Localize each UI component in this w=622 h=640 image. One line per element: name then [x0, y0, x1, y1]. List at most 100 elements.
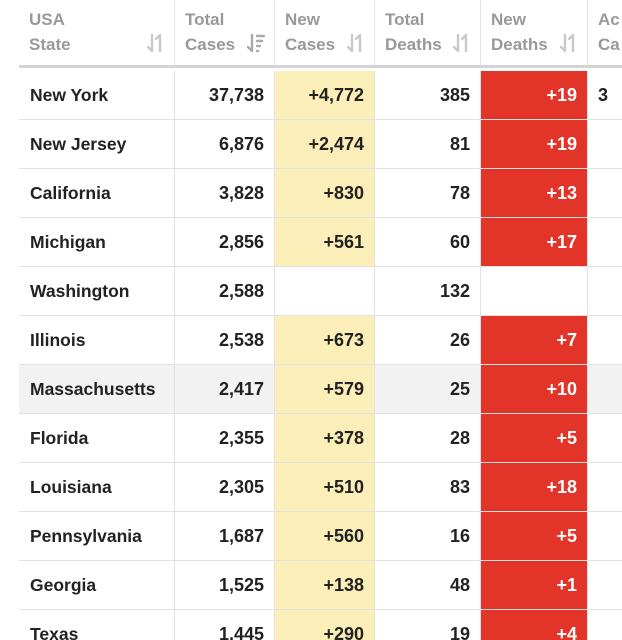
total-cases-cell: 1,687 [175, 512, 275, 560]
active-cases-cell [588, 120, 622, 168]
table-row: New York 37,738 +4,772 385 +19 3 [19, 71, 622, 120]
new-deaths-cell: +5 [481, 512, 588, 560]
total-cases-cell: 2,856 [175, 218, 275, 266]
total-deaths-cell: 81 [375, 120, 481, 168]
header-total-deaths[interactable]: Total Deaths [375, 0, 481, 65]
state-name[interactable]: Massachusetts [19, 365, 175, 413]
state-name[interactable]: Georgia [19, 561, 175, 609]
table-row: Texas 1,445 +290 19 +4 [19, 610, 622, 640]
total-deaths-cell: 28 [375, 414, 481, 462]
new-cases-cell: +378 [275, 414, 375, 462]
header-label-line1: Ac [598, 10, 620, 29]
header-label-line2: Cases [285, 35, 336, 54]
new-cases-cell: +4,772 [275, 71, 375, 119]
table-row: Michigan 2,856 +561 60 +17 [19, 218, 622, 267]
active-cases-cell [588, 610, 622, 640]
header-label-line2: Cases [185, 35, 236, 54]
table-row: Louisiana 2,305 +510 83 +18 [19, 463, 622, 512]
header-label-line2: Deaths [491, 35, 548, 54]
total-cases-cell: 2,588 [175, 267, 275, 315]
total-deaths-cell: 132 [375, 267, 481, 315]
active-cases-cell [588, 267, 622, 315]
new-cases-cell [275, 267, 375, 315]
state-name[interactable]: Illinois [19, 316, 175, 364]
state-name[interactable]: New York [19, 71, 175, 119]
state-name[interactable]: Texas [19, 610, 175, 640]
header-label-line1: Total [385, 10, 425, 29]
state-name[interactable]: Washington [19, 267, 175, 315]
total-deaths-cell: 19 [375, 610, 481, 640]
table-row: New Jersey 6,876 +2,474 81 +19 [19, 120, 622, 169]
state-name[interactable]: Florida [19, 414, 175, 462]
header-usa-state[interactable]: USA State [19, 0, 175, 65]
table-header: USA State Total Cases New Cases Total De… [19, 0, 622, 68]
new-deaths-cell: +17 [481, 218, 588, 266]
new-deaths-cell: +5 [481, 414, 588, 462]
table-row: Washington 2,588 132 [19, 267, 622, 316]
sort-icon[interactable] [347, 33, 365, 53]
total-cases-cell: 2,417 [175, 365, 275, 413]
active-cases-cell [588, 463, 622, 511]
header-label-line1: New [285, 10, 320, 29]
state-name[interactable]: Michigan [19, 218, 175, 266]
new-deaths-cell: +7 [481, 316, 588, 364]
table-row: Florida 2,355 +378 28 +5 [19, 414, 622, 463]
total-deaths-cell: 83 [375, 463, 481, 511]
active-cases-cell [588, 316, 622, 364]
new-cases-cell: +579 [275, 365, 375, 413]
active-cases-cell [588, 218, 622, 266]
new-cases-cell: +290 [275, 610, 375, 640]
table-row: Illinois 2,538 +673 26 +7 [19, 316, 622, 365]
header-label-line2: State [29, 35, 71, 54]
table-row: California 3,828 +830 78 +13 [19, 169, 622, 218]
header-label-line1: Total [185, 10, 225, 29]
active-cases-cell: 3 [598, 85, 609, 105]
state-name[interactable]: Pennsylvania [19, 512, 175, 560]
new-deaths-cell: +4 [481, 610, 588, 640]
sort-icon[interactable] [453, 33, 471, 53]
table-row: Pennsylvania 1,687 +560 16 +5 [19, 512, 622, 561]
new-cases-cell: +673 [275, 316, 375, 364]
new-cases-cell: +561 [275, 218, 375, 266]
new-cases-cell: +138 [275, 561, 375, 609]
header-new-cases[interactable]: New Cases [275, 0, 375, 65]
header-label-line2: Ca [598, 35, 620, 54]
active-cases-cell [588, 414, 622, 462]
total-deaths-cell: 16 [375, 512, 481, 560]
usa-states-table: USA State Total Cases New Cases Total De… [19, 0, 622, 640]
total-cases-cell: 3,828 [175, 169, 275, 217]
total-deaths-cell: 60 [375, 218, 481, 266]
new-cases-cell: +2,474 [275, 120, 375, 168]
header-label-line1: USA [29, 10, 65, 29]
total-deaths-cell: 48 [375, 561, 481, 609]
total-cases-cell: 2,538 [175, 316, 275, 364]
new-deaths-cell [481, 267, 588, 315]
state-name[interactable]: New Jersey [19, 120, 175, 168]
new-deaths-cell: +18 [481, 463, 588, 511]
header-total-cases[interactable]: Total Cases [175, 0, 275, 65]
header-new-deaths[interactable]: New Deaths [481, 0, 588, 65]
sort-icon[interactable] [560, 33, 578, 53]
new-cases-cell: +560 [275, 512, 375, 560]
header-label-line2: Deaths [385, 35, 442, 54]
total-cases-cell: 1,525 [175, 561, 275, 609]
state-name[interactable]: California [19, 169, 175, 217]
header-active-cases[interactable]: Ac Ca [588, 0, 622, 65]
new-cases-cell: +830 [275, 169, 375, 217]
state-name[interactable]: Louisiana [19, 463, 175, 511]
total-deaths-cell: 25 [375, 365, 481, 413]
active-cases-cell [588, 512, 622, 560]
total-cases-cell: 1,445 [175, 610, 275, 640]
total-cases-cell: 6,876 [175, 120, 275, 168]
sort-descending-icon[interactable] [247, 33, 265, 53]
active-cases-cell [588, 561, 622, 609]
total-deaths-cell: 26 [375, 316, 481, 364]
new-cases-cell: +510 [275, 463, 375, 511]
total-cases-cell: 2,305 [175, 463, 275, 511]
active-cases-cell [588, 365, 622, 413]
total-cases-cell: 2,355 [175, 414, 275, 462]
new-deaths-cell: +19 [481, 71, 588, 119]
new-deaths-cell: +1 [481, 561, 588, 609]
total-deaths-cell: 78 [375, 169, 481, 217]
sort-icon[interactable] [147, 33, 165, 53]
